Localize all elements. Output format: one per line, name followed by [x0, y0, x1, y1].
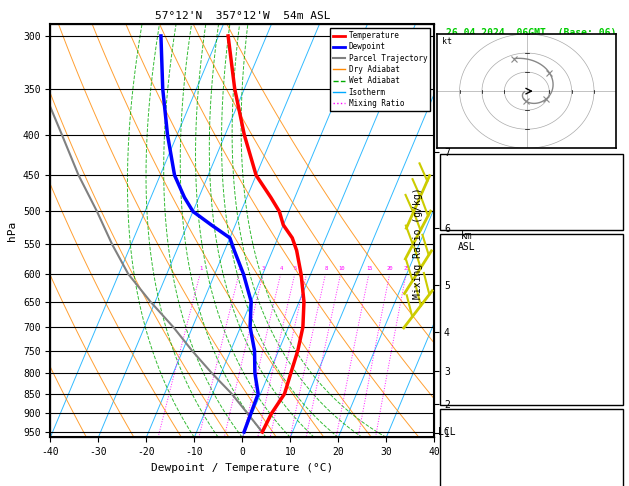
Text: Lifted Index: Lifted Index — [445, 332, 516, 342]
Text: 26.04.2024  06GMT  (Base: 06): 26.04.2024 06GMT (Base: 06) — [446, 29, 616, 38]
Legend: Temperature, Dewpoint, Parcel Trajectory, Dry Adiabat, Wet Adiabat, Isotherm, Mi: Temperature, Dewpoint, Parcel Trajectory… — [330, 28, 430, 111]
Text: 5: 5 — [294, 266, 297, 271]
Text: 0.75: 0.75 — [594, 205, 617, 215]
Text: 2: 2 — [238, 266, 242, 271]
Y-axis label: hPa: hPa — [8, 221, 18, 241]
Text: θₑ(K): θₑ(K) — [445, 308, 475, 318]
Text: 10: 10 — [606, 332, 617, 342]
Text: Dewp (°C): Dewp (°C) — [445, 284, 498, 294]
Text: kt: kt — [442, 36, 452, 46]
Text: K: K — [445, 157, 451, 167]
Text: 3: 3 — [262, 266, 265, 271]
Text: 10: 10 — [338, 266, 345, 271]
Title: 57°12'N  357°12'W  54m ASL: 57°12'N 357°12'W 54m ASL — [155, 11, 330, 21]
Text: Lifted Index: Lifted Index — [445, 483, 516, 486]
Text: -0.1: -0.1 — [594, 284, 617, 294]
Text: CAPE (J): CAPE (J) — [445, 356, 493, 366]
Y-axis label: km
ASL: km ASL — [458, 231, 476, 252]
Text: 9: 9 — [611, 483, 617, 486]
Text: 25: 25 — [403, 266, 410, 271]
Text: LCL: LCL — [438, 427, 455, 437]
Text: CIN (J): CIN (J) — [445, 380, 486, 390]
Text: Most Unstable: Most Unstable — [493, 411, 569, 421]
Text: © weatheronline.co.uk: © weatheronline.co.uk — [479, 424, 584, 434]
Text: 8: 8 — [325, 266, 328, 271]
Text: Surface: Surface — [511, 236, 552, 246]
X-axis label: Dewpoint / Temperature (°C): Dewpoint / Temperature (°C) — [151, 463, 333, 473]
Text: 2: 2 — [611, 157, 617, 167]
Text: PW (cm): PW (cm) — [445, 205, 486, 215]
Text: 950: 950 — [599, 435, 617, 445]
Text: Pressure (mb): Pressure (mb) — [445, 435, 522, 445]
Text: 0: 0 — [611, 356, 617, 366]
Text: 287: 287 — [599, 308, 617, 318]
Text: Temp (°C): Temp (°C) — [445, 260, 498, 270]
Text: 41: 41 — [606, 181, 617, 191]
Text: Totals Totals: Totals Totals — [445, 181, 522, 191]
Text: 20: 20 — [387, 266, 393, 271]
Text: 1: 1 — [199, 266, 203, 271]
Text: 4: 4 — [280, 266, 283, 271]
Text: 15: 15 — [366, 266, 373, 271]
Text: θₑ (K): θₑ (K) — [445, 459, 481, 469]
Text: 0: 0 — [611, 380, 617, 390]
Text: 3.7: 3.7 — [599, 260, 617, 270]
Text: Mixing Ratio (g/kg): Mixing Ratio (g/kg) — [413, 187, 423, 299]
Text: 288: 288 — [599, 459, 617, 469]
